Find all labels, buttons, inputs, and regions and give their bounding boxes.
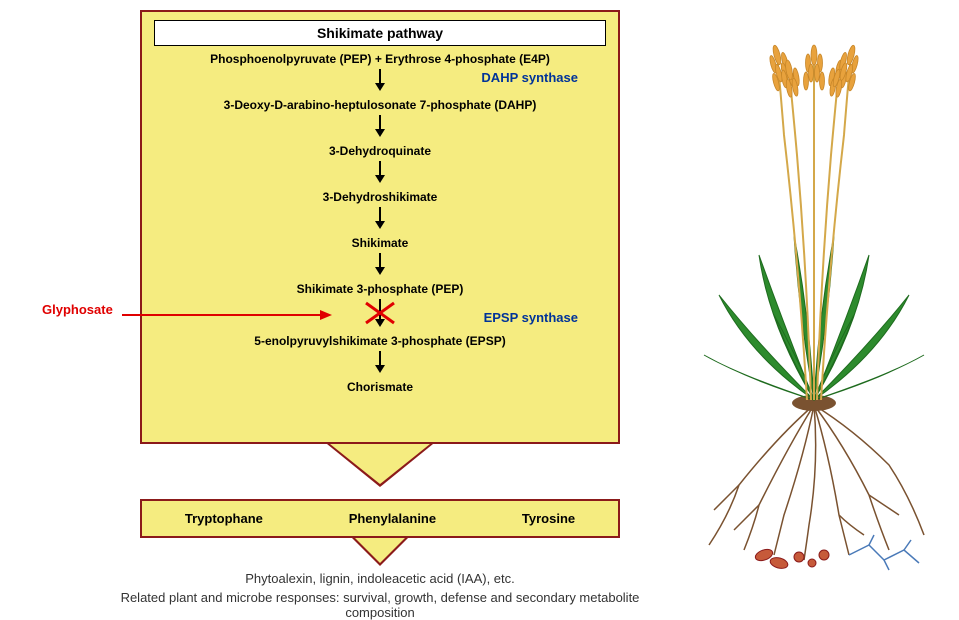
- arrow-3: [154, 161, 606, 187]
- step-epsp: 5-enolpyruvylshikimate 3-phosphate (EPSP…: [154, 334, 606, 348]
- arrow-7: [154, 351, 606, 377]
- responses-text: Related plant and microbe responses: sur…: [100, 590, 660, 620]
- plant-illustration: [689, 15, 939, 575]
- step-shikimate: Shikimate: [154, 236, 606, 250]
- step-chorismate: Chorismate: [154, 380, 606, 394]
- main-output-arrow: [330, 444, 430, 484]
- main-pathway-box: Shikimate pathway Phosphoenolpyruvate (P…: [140, 10, 620, 444]
- step-dahp: 3-Deoxy-D-arabino-heptulosonate 7-phosph…: [154, 98, 606, 112]
- pathway-title: Shikimate pathway: [154, 20, 606, 46]
- amino-phenylalanine: Phenylalanine: [349, 511, 436, 526]
- amino-tryptophane: Tryptophane: [185, 511, 263, 526]
- amino-tyrosine: Tyrosine: [522, 511, 575, 526]
- products-text: Phytoalexin, lignin, indoleacetic acid (…: [100, 571, 660, 586]
- soil-microbes: [754, 535, 919, 570]
- enzyme-dahp-synthase: DAHP synthase: [481, 70, 578, 85]
- plant-roots: [709, 405, 924, 560]
- inhibitor-glyphosate: Glyphosate: [42, 302, 113, 317]
- step-dehydroquinate: 3-Dehydroquinate: [154, 144, 606, 158]
- step-dehydroshikimate: 3-Dehydroshikimate: [154, 190, 606, 204]
- arrow-4: [154, 207, 606, 233]
- arrow-2: [154, 115, 606, 141]
- step-pep-e4p: Phosphoenolpyruvate (PEP) + Erythrose 4-…: [154, 52, 606, 66]
- amino-acid-box: Tryptophane Phenylalanine Tyrosine: [140, 499, 620, 538]
- step-shikimate-3p: Shikimate 3-phosphate (PEP): [154, 282, 606, 296]
- arrow-5: [154, 253, 606, 279]
- pathway-diagram: Shikimate pathway Phosphoenolpyruvate (P…: [100, 10, 660, 620]
- amino-output-arrow: [355, 538, 405, 563]
- arrow-6-blocked: [154, 299, 606, 331]
